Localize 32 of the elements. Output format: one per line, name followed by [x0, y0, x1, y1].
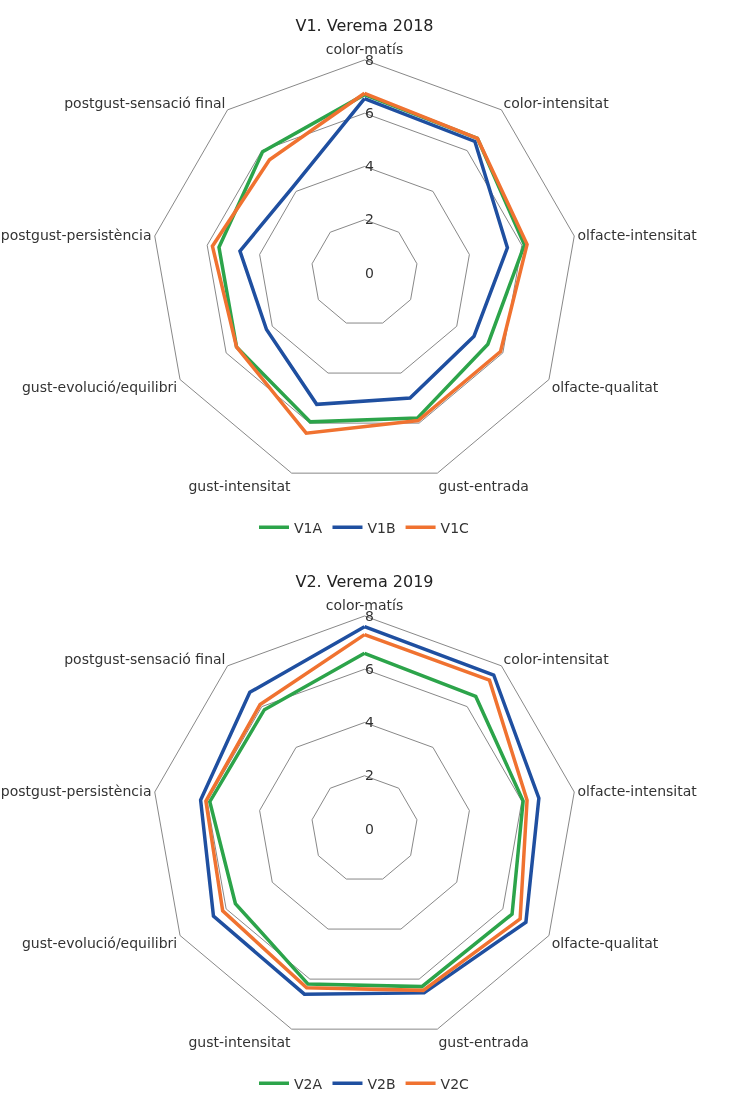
y-tick-label: 2 [365, 767, 374, 784]
legend-label: V2C [440, 1075, 470, 1092]
spoke-label: color-intensitat [503, 95, 610, 112]
spoke-label: gust-evolució/equilibri [21, 935, 178, 952]
legend-label: V1B [367, 519, 396, 536]
spoke-label: gust-entrada [438, 478, 529, 495]
spoke-label: postgust-sensació final [64, 651, 226, 668]
legend-label: V2A [294, 1075, 323, 1092]
spoke-label: gust-evolució/equilibri [21, 379, 178, 396]
spoke-label: color-intensitat [503, 651, 610, 668]
y-tick-label: 6 [365, 104, 374, 121]
spoke-label: gust-intensitat [188, 478, 292, 495]
y-tick-label: 0 [365, 264, 374, 281]
legend-label: V2B [367, 1075, 396, 1092]
legend-label: V1C [440, 519, 470, 536]
spoke-label: olfacte-qualitat [551, 935, 659, 952]
legend-label: V1A [294, 519, 323, 536]
y-tick-label: 2 [365, 211, 374, 228]
y-tick-label: 6 [365, 660, 374, 677]
chart-title: V2. Verema 2019 [295, 571, 434, 591]
y-tick-label: 4 [365, 714, 374, 731]
spoke-label: gust-entrada [438, 1034, 529, 1051]
spoke-label: postgust-persistència [0, 226, 152, 243]
spoke-label: olfacte-intensitat [577, 226, 698, 243]
spoke-label: postgust-persistència [0, 782, 152, 799]
spoke-label: olfacte-qualitat [551, 379, 659, 396]
chart-title: V1. Verema 2018 [295, 15, 434, 35]
y-tick-label: 4 [365, 158, 374, 175]
spoke-label: postgust-sensació final [64, 95, 226, 112]
spoke-label: olfacte-intensitat [577, 782, 698, 799]
spoke-label: gust-intensitat [188, 1034, 292, 1051]
y-tick-label: 0 [365, 820, 374, 837]
